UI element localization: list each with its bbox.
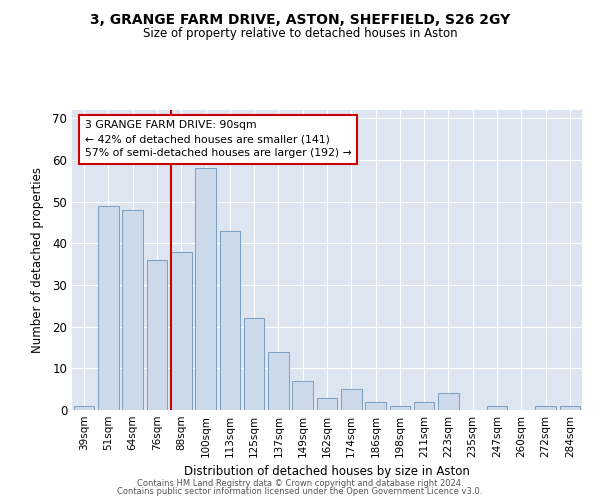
Bar [560, 406, 580, 410]
Bar [487, 406, 508, 410]
Bar [98, 206, 119, 410]
Bar [292, 381, 313, 410]
Bar [389, 406, 410, 410]
Text: Contains public sector information licensed under the Open Government Licence v3: Contains public sector information licen… [118, 487, 482, 496]
Bar [74, 406, 94, 410]
Bar [146, 260, 167, 410]
Bar [317, 398, 337, 410]
Bar [171, 252, 191, 410]
Bar [122, 210, 143, 410]
Bar [365, 402, 386, 410]
Bar [341, 389, 362, 410]
Bar [268, 352, 289, 410]
Text: Contains HM Land Registry data © Crown copyright and database right 2024.: Contains HM Land Registry data © Crown c… [137, 478, 463, 488]
Y-axis label: Number of detached properties: Number of detached properties [31, 167, 44, 353]
Text: 3 GRANGE FARM DRIVE: 90sqm
← 42% of detached houses are smaller (141)
57% of sem: 3 GRANGE FARM DRIVE: 90sqm ← 42% of deta… [85, 120, 352, 158]
Bar [535, 406, 556, 410]
Bar [244, 318, 265, 410]
Bar [195, 168, 216, 410]
Text: Size of property relative to detached houses in Aston: Size of property relative to detached ho… [143, 28, 457, 40]
Text: 3, GRANGE FARM DRIVE, ASTON, SHEFFIELD, S26 2GY: 3, GRANGE FARM DRIVE, ASTON, SHEFFIELD, … [90, 12, 510, 26]
X-axis label: Distribution of detached houses by size in Aston: Distribution of detached houses by size … [184, 466, 470, 478]
Bar [414, 402, 434, 410]
Bar [438, 394, 459, 410]
Bar [220, 231, 240, 410]
